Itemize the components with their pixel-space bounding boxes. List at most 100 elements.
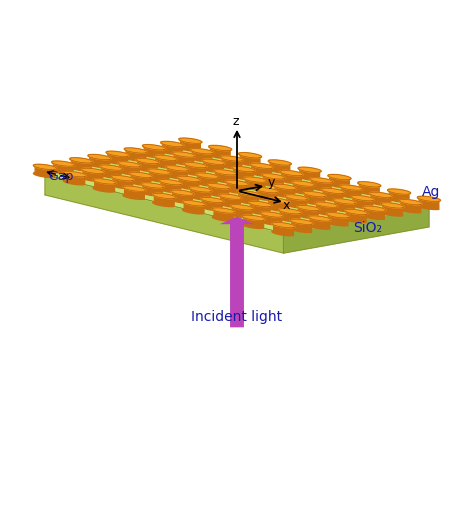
Polygon shape <box>290 219 311 232</box>
Polygon shape <box>159 180 181 193</box>
Polygon shape <box>136 159 157 172</box>
Polygon shape <box>177 176 201 181</box>
Text: Incident light: Incident light <box>191 311 283 325</box>
Polygon shape <box>262 174 283 187</box>
Polygon shape <box>214 170 237 175</box>
Polygon shape <box>309 216 331 221</box>
Polygon shape <box>244 177 267 182</box>
Polygon shape <box>255 188 278 193</box>
Polygon shape <box>358 182 379 195</box>
Polygon shape <box>345 209 366 222</box>
Polygon shape <box>129 172 151 185</box>
Polygon shape <box>173 152 194 165</box>
Polygon shape <box>285 195 307 208</box>
Polygon shape <box>279 208 301 214</box>
Polygon shape <box>310 178 333 183</box>
Polygon shape <box>182 201 206 206</box>
Polygon shape <box>34 164 56 169</box>
Polygon shape <box>153 194 174 207</box>
Polygon shape <box>214 170 235 183</box>
Text: y: y <box>268 176 275 189</box>
Polygon shape <box>118 162 139 175</box>
Polygon shape <box>250 164 272 177</box>
Polygon shape <box>321 189 343 202</box>
Polygon shape <box>143 145 165 150</box>
Polygon shape <box>52 161 75 166</box>
Polygon shape <box>100 165 121 178</box>
Polygon shape <box>179 138 202 143</box>
Polygon shape <box>184 163 205 176</box>
Polygon shape <box>358 182 381 187</box>
Polygon shape <box>153 193 176 199</box>
Polygon shape <box>297 206 318 219</box>
Text: x: x <box>283 199 290 212</box>
Polygon shape <box>209 145 232 151</box>
Polygon shape <box>351 196 373 209</box>
Polygon shape <box>267 199 288 212</box>
Polygon shape <box>280 171 301 184</box>
Polygon shape <box>237 191 260 196</box>
Polygon shape <box>230 205 252 218</box>
Polygon shape <box>209 145 230 158</box>
Polygon shape <box>328 175 351 180</box>
Polygon shape <box>381 203 402 216</box>
Polygon shape <box>369 192 391 205</box>
Polygon shape <box>88 155 109 168</box>
Polygon shape <box>111 176 133 189</box>
Polygon shape <box>297 205 320 210</box>
Polygon shape <box>182 201 204 214</box>
Polygon shape <box>250 163 273 168</box>
Text: SiO₂: SiO₂ <box>354 221 383 235</box>
Polygon shape <box>70 158 91 171</box>
Polygon shape <box>298 167 321 172</box>
Polygon shape <box>226 180 247 193</box>
Polygon shape <box>123 187 144 200</box>
Polygon shape <box>189 187 212 192</box>
Polygon shape <box>418 196 439 209</box>
Polygon shape <box>82 168 105 173</box>
Polygon shape <box>154 155 175 168</box>
Polygon shape <box>267 198 290 203</box>
Polygon shape <box>340 185 361 198</box>
Polygon shape <box>220 156 242 169</box>
Polygon shape <box>272 222 295 228</box>
Polygon shape <box>161 142 182 155</box>
Polygon shape <box>232 167 254 180</box>
Polygon shape <box>280 170 303 176</box>
Polygon shape <box>52 161 73 174</box>
Polygon shape <box>268 160 292 165</box>
Polygon shape <box>327 213 350 218</box>
Polygon shape <box>244 177 265 190</box>
Polygon shape <box>189 187 210 200</box>
Polygon shape <box>303 192 325 205</box>
Polygon shape <box>237 191 258 204</box>
Text: Gap: Gap <box>48 170 73 183</box>
Polygon shape <box>141 183 164 188</box>
Polygon shape <box>268 160 290 173</box>
Polygon shape <box>232 166 255 172</box>
Polygon shape <box>166 166 187 179</box>
Polygon shape <box>298 167 319 180</box>
Polygon shape <box>340 185 363 190</box>
Polygon shape <box>212 208 234 221</box>
Polygon shape <box>262 173 285 179</box>
Polygon shape <box>249 202 270 215</box>
Polygon shape <box>201 197 224 203</box>
Polygon shape <box>279 209 300 222</box>
Polygon shape <box>292 181 313 194</box>
Polygon shape <box>388 189 409 202</box>
Polygon shape <box>315 202 338 207</box>
Polygon shape <box>315 202 336 215</box>
Polygon shape <box>328 175 349 188</box>
Polygon shape <box>148 169 169 182</box>
Polygon shape <box>191 149 212 162</box>
Polygon shape <box>161 141 184 146</box>
Polygon shape <box>220 156 244 161</box>
Polygon shape <box>226 180 248 185</box>
Polygon shape <box>285 195 308 200</box>
Polygon shape <box>64 171 86 177</box>
Polygon shape <box>143 145 164 158</box>
Polygon shape <box>333 199 355 212</box>
Polygon shape <box>171 190 192 203</box>
Polygon shape <box>111 176 134 181</box>
